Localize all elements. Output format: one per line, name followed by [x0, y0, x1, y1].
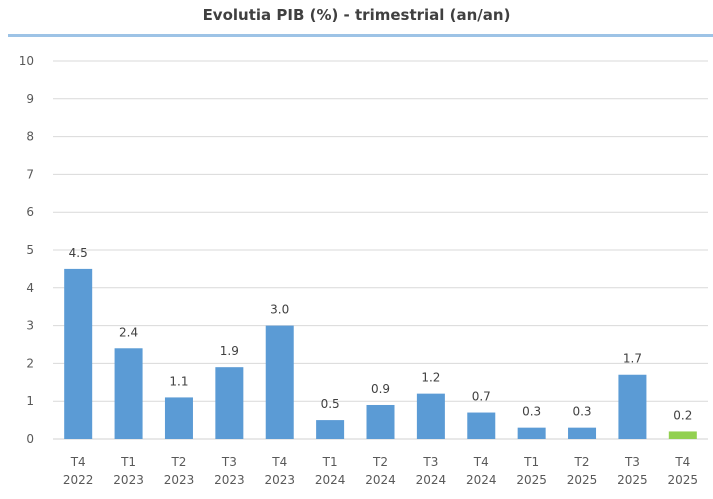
y-tick-label: 4	[26, 281, 34, 295]
y-tick-label: 2	[26, 356, 34, 370]
bar	[114, 348, 143, 439]
x-tick-label: T4	[674, 455, 690, 469]
data-label: 4.5	[69, 246, 88, 260]
data-label: 0.3	[572, 405, 591, 419]
y-tick-label: 7	[26, 167, 34, 181]
bar	[568, 427, 597, 439]
y-tick-label: 1	[26, 394, 34, 408]
x-tick-label: T2	[574, 455, 590, 469]
bar	[416, 393, 445, 439]
x-tick-label: 2025	[617, 473, 648, 487]
x-tick-label: 2023	[214, 473, 245, 487]
bar	[668, 431, 697, 439]
bar	[64, 268, 93, 439]
data-label: 1.2	[421, 371, 440, 385]
bar	[265, 325, 294, 439]
bar	[467, 412, 496, 439]
data-label: 0.3	[522, 405, 541, 419]
y-tick-label: 6	[26, 205, 34, 219]
x-tick-label: T1	[120, 455, 136, 469]
data-label: 0.2	[673, 408, 692, 422]
data-label: 0.5	[321, 397, 340, 411]
x-tick-label: T3	[624, 455, 640, 469]
x-tick-label: 2024	[416, 473, 447, 487]
title-underline	[8, 34, 713, 37]
y-tick-label: 5	[26, 243, 34, 257]
x-tick-label: T4	[70, 455, 86, 469]
chart-title: Evolutia PIB (%) - trimestrial (an/an)	[202, 6, 511, 24]
x-tick-label: T1	[322, 455, 338, 469]
bar	[164, 397, 193, 439]
y-tick-label: 10	[19, 54, 34, 68]
x-tick-label: 2024	[466, 473, 497, 487]
x-tick-label: 2025	[567, 473, 598, 487]
x-tick-label: 2023	[264, 473, 295, 487]
data-label: 0.7	[472, 390, 491, 404]
data-label: 3.0	[270, 303, 289, 317]
bar	[316, 420, 345, 439]
bar	[618, 374, 647, 439]
y-tick-label: 9	[26, 92, 34, 106]
data-label: 1.1	[169, 374, 188, 388]
x-tick-label: T2	[372, 455, 388, 469]
y-tick-label: 3	[26, 319, 34, 333]
x-tick-label: T3	[221, 455, 237, 469]
data-label: 1.9	[220, 344, 239, 358]
x-tick-label: 2025	[516, 473, 547, 487]
x-tick-label: T4	[473, 455, 489, 469]
bar	[215, 367, 244, 439]
x-tick-label: T1	[523, 455, 539, 469]
x-tick-label: 2025	[668, 473, 699, 487]
x-tick-label: T4	[271, 455, 287, 469]
y-tick-label: 0	[26, 432, 34, 446]
x-tick-label: T2	[170, 455, 186, 469]
data-label: 2.4	[119, 325, 138, 339]
data-label: 1.7	[623, 352, 642, 366]
bar	[517, 427, 546, 439]
x-tick-label: 2022	[63, 473, 94, 487]
x-tick-label: 2024	[365, 473, 396, 487]
bar	[366, 404, 395, 439]
x-tick-label: T3	[422, 455, 438, 469]
x-tick-label: 2023	[164, 473, 195, 487]
x-tick-label: 2024	[315, 473, 346, 487]
y-tick-label: 8	[26, 130, 34, 144]
data-label: 0.9	[371, 382, 390, 396]
x-tick-label: 2023	[113, 473, 144, 487]
